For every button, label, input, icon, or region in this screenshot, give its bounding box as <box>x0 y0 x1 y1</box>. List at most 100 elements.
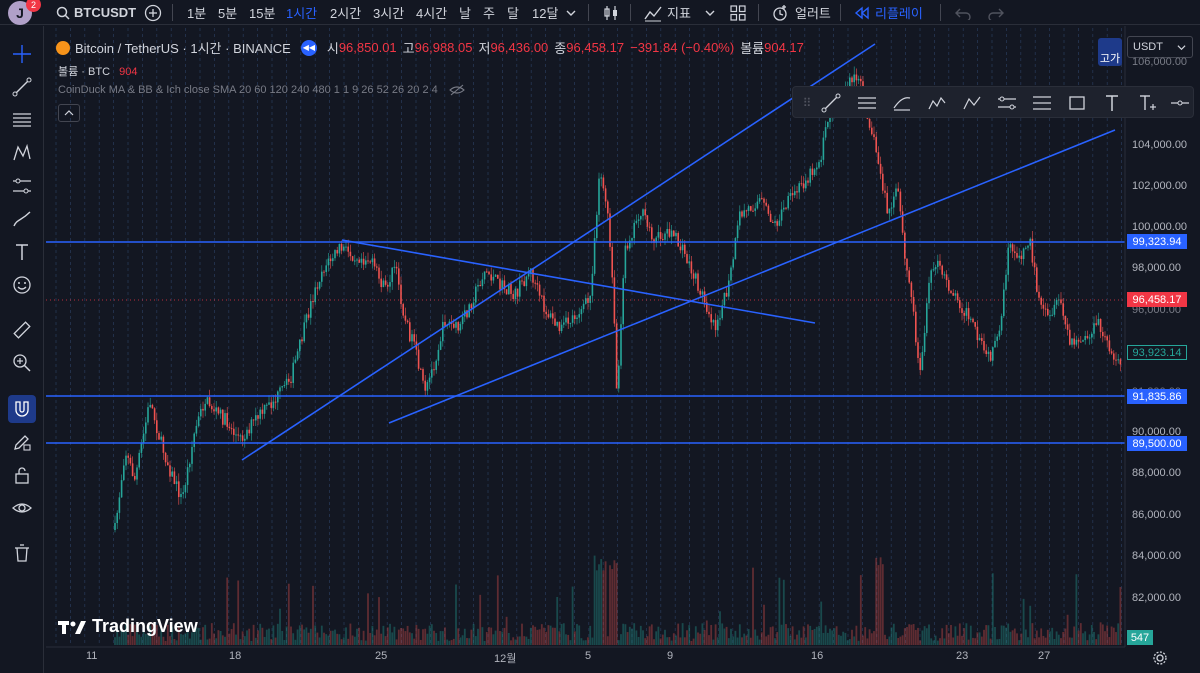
text-tool[interactable] <box>8 238 36 266</box>
price-tag-89500[interactable]: 89,500.00 <box>1127 436 1187 451</box>
volume-indicator-legend[interactable]: 볼륨 · BTC 904 <box>58 63 137 79</box>
volume-bar <box>679 637 682 645</box>
undo-button[interactable] <box>955 0 971 25</box>
zoom-tool[interactable] <box>8 349 36 377</box>
symbol-title[interactable]: Bitcoin / TetherUS · 1시간 · BINANCE <box>75 41 291 56</box>
magnet-tool[interactable] <box>8 395 36 423</box>
brush-tool[interactable] <box>8 205 36 233</box>
layouts-button[interactable] <box>729 0 747 25</box>
candle-body <box>420 368 422 370</box>
lock-all-tool[interactable] <box>8 461 36 489</box>
regression-icon[interactable] <box>890 91 914 115</box>
horizontal-ray-icon[interactable] <box>1168 91 1192 115</box>
alert-button[interactable]: 얼러트 <box>771 0 831 25</box>
replay-indicator-icon[interactable]: ◀◀ <box>300 39 317 56</box>
candle-body <box>961 308 963 313</box>
interval-15m[interactable]: 15분 <box>249 6 276 21</box>
coinduck-indicator-legend[interactable]: CoinDuck MA & BB & Ich close SMA 20 60 1… <box>58 84 465 96</box>
trend-line-icon[interactable] <box>819 91 843 115</box>
candle-body <box>371 258 374 263</box>
candle-body <box>250 419 253 434</box>
remove-drawings-tool[interactable] <box>8 539 36 567</box>
candle-body <box>1064 315 1067 325</box>
interval-week[interactable]: 주 <box>483 6 495 21</box>
rectangle-icon[interactable] <box>1065 91 1089 115</box>
volume-bar <box>846 640 849 645</box>
interval-3h[interactable]: 3시간 <box>373 6 405 21</box>
candle-body <box>508 283 510 295</box>
symbol-search-button[interactable]: BTCUSDT <box>56 0 136 25</box>
interval-day[interactable]: 날 <box>459 6 471 21</box>
interval-2h[interactable]: 2시간 <box>330 6 362 21</box>
interval-4h[interactable]: 4시간 <box>416 6 448 21</box>
text-anchor-icon[interactable] <box>1135 91 1159 115</box>
volume-bar <box>415 624 418 645</box>
candle-body <box>492 276 495 281</box>
candle-body <box>800 183 803 185</box>
volume-bar <box>1075 574 1078 645</box>
volume-bar <box>213 633 215 645</box>
candle-body <box>505 289 508 295</box>
candle-body <box>241 435 244 441</box>
price-chart[interactable] <box>46 26 1200 673</box>
replay-button[interactable]: 리플레이 <box>854 0 923 25</box>
candle-body <box>228 426 231 429</box>
compare-symbol-button[interactable] <box>144 0 162 25</box>
interval-5m[interactable]: 5분 <box>218 6 238 21</box>
fib-retracement-icon[interactable] <box>1030 91 1054 115</box>
collapse-legend-button[interactable] <box>58 104 80 122</box>
pattern-tool[interactable] <box>8 139 36 167</box>
candle-body <box>314 287 316 303</box>
volume-bar <box>1022 598 1025 645</box>
text-icon[interactable] <box>1100 91 1124 115</box>
xabcd-pattern-icon[interactable] <box>925 91 949 115</box>
interval-12month[interactable]: 12달 <box>532 6 559 21</box>
candle-body <box>637 219 640 221</box>
trend-line-tool[interactable] <box>8 73 36 101</box>
candle-body <box>774 221 776 223</box>
measure-tool[interactable] <box>8 316 36 344</box>
high-price-tag[interactable]: 고가 <box>1098 38 1122 66</box>
currency-select[interactable]: USDT <box>1127 36 1193 58</box>
hide-drawings-tool[interactable] <box>8 494 36 522</box>
eye-off-icon[interactable] <box>448 84 465 96</box>
price-tag-99323[interactable]: 99,323.94 <box>1127 234 1187 249</box>
interval-dropdown-button[interactable] <box>566 0 576 25</box>
parallel-channel-icon[interactable] <box>855 91 879 115</box>
drag-handle-icon[interactable]: ⠿ <box>802 96 812 110</box>
chart-settings-button[interactable] <box>1152 650 1168 671</box>
interval-month[interactable]: 달 <box>507 6 519 21</box>
crosshair-tool[interactable] <box>8 40 36 68</box>
interval-1h[interactable]: 1시간 <box>286 6 318 21</box>
candle-body <box>736 225 739 239</box>
volume-bar <box>406 625 409 645</box>
chart-type-button[interactable] <box>602 0 620 25</box>
volume-bar <box>556 596 559 645</box>
range-icon[interactable] <box>995 91 1019 115</box>
indicators-button[interactable]: 지표 <box>644 0 691 25</box>
volume-bar <box>1005 627 1007 645</box>
indicators-dropdown-button[interactable] <box>705 0 715 25</box>
volume-bar <box>606 636 609 645</box>
volume-bar <box>642 630 644 645</box>
emoji-tool[interactable] <box>8 271 36 299</box>
tradingview-logo[interactable]: TradingView <box>58 616 198 637</box>
fib-tool[interactable] <box>8 106 36 134</box>
candle-body <box>901 211 904 233</box>
volume-bar <box>510 640 512 645</box>
volume-bar <box>791 626 794 645</box>
volume-bar <box>316 632 319 645</box>
lock-drawing-mode-tool[interactable] <box>8 428 36 456</box>
volume-bar <box>138 634 141 645</box>
candle-body <box>200 408 202 417</box>
price-tick: 96,000.00 <box>1132 304 1181 316</box>
projection-tool[interactable] <box>8 172 36 200</box>
price-tag-91835[interactable]: 91,835.86 <box>1127 389 1187 404</box>
abc-pattern-icon[interactable] <box>960 91 984 115</box>
redo-button[interactable] <box>988 0 1004 25</box>
interval-1m[interactable]: 1분 <box>187 6 207 21</box>
candle-body <box>1027 245 1029 248</box>
volume-bar <box>936 640 939 645</box>
volume-bar <box>1066 614 1069 645</box>
candle-body <box>1095 323 1097 325</box>
